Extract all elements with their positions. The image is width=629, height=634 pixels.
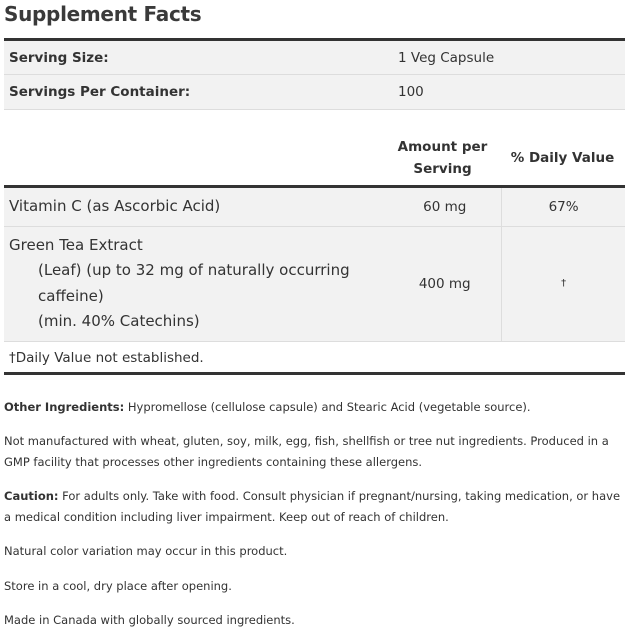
footnote: †Daily Value not established. <box>4 341 625 375</box>
servings-per-container-label: Servings Per Container: <box>9 84 191 100</box>
nutrient-daily-value: 67% <box>501 188 625 226</box>
caution-label: Caution: <box>4 489 59 503</box>
amount-per-serving-header: Amount per Serving <box>397 138 488 177</box>
other-ingredients-label: Other Ingredients: <box>4 400 125 414</box>
storage-note: Store in a cool, dry place after opening… <box>4 579 232 593</box>
caution-statement: Caution: For adults only. Take with food… <box>4 486 624 528</box>
allergen-statement: Not manufactured with wheat, gluten, soy… <box>4 434 609 469</box>
other-ingredients-text: Hypromellose (cellulose capsule) and Ste… <box>124 400 531 414</box>
page-title: Supplement Facts <box>4 2 202 26</box>
color-variation-note: Natural color variation may occur in thi… <box>4 544 288 558</box>
other-ingredients: Other Ingredients: Hypromellose (cellulo… <box>4 397 624 418</box>
nutrient-name-detail: (Leaf) (up to 32 mg of naturally occurri… <box>38 261 350 305</box>
nutrient-row: Green Tea Extract (Leaf) (up to 32 mg of… <box>4 226 625 342</box>
daily-value-header: % Daily Value <box>510 149 615 166</box>
nutrient-daily-value: † <box>501 226 625 341</box>
servings-per-container-row: Servings Per Container: 100 <box>4 75 625 110</box>
servings-per-container-value: 100 <box>398 84 424 100</box>
nutrient-name: Vitamin C (as Ascorbic Acid) <box>9 197 221 215</box>
nutrient-amount: 400 mg <box>418 275 471 292</box>
nutrient-table: Vitamin C (as Ascorbic Acid) 60 mg 67% G… <box>4 188 625 342</box>
nutrient-table-header: Amount per Serving % Daily Value <box>4 130 625 188</box>
serving-table: Serving Size: 1 Veg Capsule Servings Per… <box>4 38 625 110</box>
nutrient-name-main: Green Tea Extract <box>9 235 143 254</box>
caution-text: For adults only. Take with food. Consult… <box>4 489 621 524</box>
nutrient-name-detail: (min. 40% Catechins) <box>38 312 200 330</box>
nutrient-name: Green Tea Extract (Leaf) (up to 32 mg of… <box>4 227 388 341</box>
serving-size-label: Serving Size: <box>9 49 109 66</box>
nutrient-amount: 60 mg <box>423 198 467 215</box>
serving-size-row: Serving Size: 1 Veg Capsule <box>4 41 625 75</box>
nutrient-row: Vitamin C (as Ascorbic Acid) 60 mg 67% <box>4 188 625 227</box>
serving-size-value: 1 Veg Capsule <box>398 49 495 66</box>
origin-note: Made in Canada with globally sourced ing… <box>4 613 295 627</box>
